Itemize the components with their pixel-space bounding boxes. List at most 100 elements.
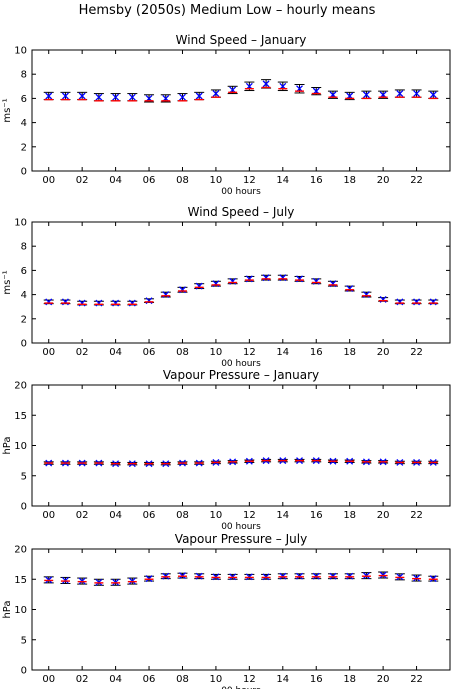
chart-panel: Vapour Pressure – July 0 5 10 15 20 00 02 04 06 08… [2,532,451,689]
x-tick-label: 08 [176,674,189,685]
y-tick-label: 0 [21,666,27,677]
data-point-marker [296,275,303,283]
x-tick-label: 20 [377,674,390,685]
y-tick-label: 0 [21,167,27,178]
data-point-marker [245,275,253,283]
x-tick-label: 10 [210,175,223,186]
data-point-marker [312,277,320,285]
y-tick-label: 15 [14,411,27,422]
x-axis-label: 00 hours [221,359,261,369]
x-tick-label: 18 [343,347,356,358]
x-tick-label: 20 [377,347,390,358]
x-tick-label: 00 [42,674,55,685]
x-tick-label: 00 [42,510,55,521]
data-point-marker [195,92,203,100]
x-tick-label: 04 [109,510,122,521]
x-tick-label: 04 [109,175,122,186]
data-point-marker [346,285,354,293]
y-tick-label: 5 [21,635,27,646]
x-tick-label: 04 [109,347,122,358]
plot-frame [31,548,451,671]
data-point-marker [413,90,421,98]
panel-title: Vapour Pressure – July [175,532,307,546]
y-tick-label: 5 [21,471,27,482]
data-point-marker [262,274,270,282]
y-tick-label: 6 [21,266,27,277]
x-tick-label: 12 [243,510,256,521]
data-point-marker [179,93,186,101]
data-point-marker [212,90,220,98]
y-tick-label: 10 [14,441,27,452]
plot-frame [31,221,451,344]
y-tick-label: 0 [21,339,27,350]
x-tick-label: 16 [310,674,323,685]
panel-title: Wind Speed – January [176,33,307,47]
x-tick-label: 08 [176,510,189,521]
data-point-marker [61,298,69,306]
data-point-marker [362,291,370,299]
x-tick-label: 00 [42,175,55,186]
y-tick-label: 4 [21,118,27,129]
x-tick-label: 14 [276,674,289,685]
x-tick-label: 16 [310,347,323,358]
y-tick-label: 20 [14,381,27,392]
x-axis-label: 00 hours [221,522,261,532]
x-tick-label: 14 [276,175,289,186]
y-tick-label: 8 [21,242,27,253]
x-tick-label: 06 [143,347,156,358]
x-tick-label: 22 [410,674,423,685]
data-point-marker [61,92,69,100]
x-tick-label: 14 [276,347,289,358]
x-tick-label: 06 [143,175,156,186]
data-point-marker [229,277,237,285]
data-point-marker [429,91,437,99]
panel-title: Wind Speed – July [188,205,295,219]
x-tick-label: 12 [243,674,256,685]
data-point-marker [396,90,404,98]
x-tick-label: 02 [76,175,89,186]
x-axis-label: 00 hours [221,686,261,689]
y-tick-label: 6 [21,94,27,105]
y-tick-label: 4 [21,290,27,301]
x-tick-label: 10 [210,347,223,358]
data-point-marker [262,80,270,88]
panel-title: Vapour Pressure – January [163,368,319,382]
y-tick-label: 10 [14,605,27,616]
data-point-marker [95,299,103,307]
x-tick-label: 20 [377,510,390,521]
plot-frame [31,49,451,172]
chart-panel: Vapour Pressure – January 0 5 10 15 20 00 02 04 0… [2,368,451,532]
y-axis-label: hPa [2,436,13,454]
y-axis-label: ms⁻¹ [2,270,13,294]
plot-frame [31,384,451,507]
y-tick-label: 10 [14,218,27,229]
y-tick-label: 20 [14,545,27,556]
x-tick-label: 14 [276,510,289,521]
x-tick-label: 08 [176,175,189,186]
y-tick-label: 10 [14,46,27,57]
y-tick-label: 15 [14,575,27,586]
data-point-marker [128,93,136,101]
x-tick-label: 10 [210,510,223,521]
figure-title: Hemsby (2050s) Medium Low – hourly means [79,3,376,18]
y-tick-label: 2 [21,314,27,325]
x-tick-label: 02 [76,674,89,685]
data-point-marker [45,92,53,100]
x-tick-label: 12 [243,175,256,186]
x-tick-label: 22 [410,510,423,521]
x-tick-label: 02 [76,347,89,358]
data-point-marker [112,299,120,307]
data-point-marker [162,291,170,299]
x-tick-label: 00 [42,347,55,358]
x-tick-label: 18 [343,175,356,186]
data-point-marker [78,299,86,307]
data-point-marker [379,295,387,303]
y-tick-label: 8 [21,70,27,81]
data-point-marker [95,93,103,101]
data-point-marker [195,282,203,290]
x-tick-label: 22 [410,347,423,358]
